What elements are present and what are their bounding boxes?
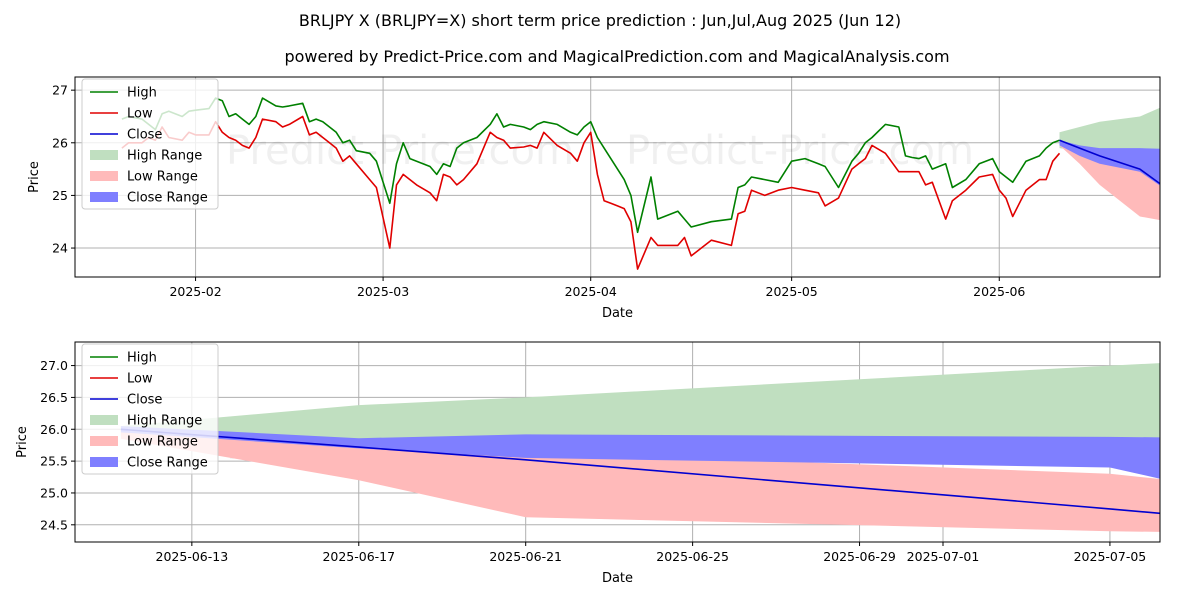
x-tick-label: 2025-02 xyxy=(169,284,221,299)
high-series-line xyxy=(121,97,1060,234)
y-axis-label: Price xyxy=(27,161,42,193)
x-tick-label: 2025-07-01 xyxy=(907,549,980,564)
y-tick-label: 25 xyxy=(52,188,68,203)
close-range-band xyxy=(120,426,1160,479)
chart-title: BRLJPY X (BRLJPY=X) short term price pre… xyxy=(299,11,901,30)
legend-label: Low Range xyxy=(127,435,198,450)
low-range-band xyxy=(1059,142,1160,221)
x-tick-label: 2025-07-05 xyxy=(1074,549,1147,564)
legend-swatch-low-range xyxy=(90,436,118,446)
legend-label: High xyxy=(127,351,157,366)
legend-label: High Range xyxy=(127,414,202,429)
x-tick-label: 2025-06-29 xyxy=(823,549,896,564)
legend-label: Close xyxy=(127,128,162,143)
x-tick-label: 2025-06-25 xyxy=(656,549,729,564)
legend-label: Close Range xyxy=(127,191,208,206)
legend-label: Low xyxy=(127,107,153,122)
y-tick-label: 26 xyxy=(52,135,68,150)
top-panel: 24 25 26 27 2025-02 2025-03 2025-04 2025-05 2025… xyxy=(27,76,1161,321)
x-tick-label: 2025-06-13 xyxy=(156,549,229,564)
watermark-text: Predict-Price.com xyxy=(626,128,974,174)
plot-area: Predict-Price.com Predict-Price.comPredic… xyxy=(121,97,1160,270)
legend-label: Low xyxy=(127,372,153,387)
legend-label: Low Range xyxy=(127,170,198,185)
x-axis-label: Date xyxy=(602,571,633,586)
y-tick-label: 25.0 xyxy=(40,485,68,500)
x-tick-label: 2025-06-21 xyxy=(489,549,562,564)
legend-swatch-close-range xyxy=(90,457,118,467)
close-series-line xyxy=(120,428,1160,515)
legend-label: Close xyxy=(127,393,162,408)
low-range-band xyxy=(120,429,1160,532)
y-tick-label: 25.5 xyxy=(40,454,68,469)
x-tick-label: 2025-03 xyxy=(357,284,409,299)
x-tick-label: 2025-06-17 xyxy=(322,549,395,564)
legend-swatch-close-range xyxy=(90,192,118,202)
y-tick-label: 27 xyxy=(52,83,68,98)
y-tick-label: 27.0 xyxy=(40,358,68,373)
x-tick-label: 2025-05 xyxy=(766,284,818,299)
axes-frame xyxy=(74,341,1161,543)
x-axis-label: Date xyxy=(602,306,633,321)
close-series-line xyxy=(1059,139,1160,185)
bottom-panel: 24.5 25.0 25.5 26.0 26.5 27.0 2025-06-13 2025-0… xyxy=(15,341,1161,586)
legend-swatch-high-range xyxy=(90,415,118,425)
legend-swatch-high-range xyxy=(90,150,118,160)
x-tick-label: 2025-04 xyxy=(565,284,617,299)
legend-swatch-low-range xyxy=(90,171,118,181)
high-range-band xyxy=(1059,107,1160,154)
y-tick-label: 24 xyxy=(52,241,68,256)
y-tick-label: 26.5 xyxy=(40,390,68,405)
legend-label: High Range xyxy=(127,149,202,164)
y-tick-label: 24.5 xyxy=(40,517,68,532)
low-series-line xyxy=(121,115,1061,270)
axes-frame xyxy=(74,76,1161,278)
high-range-band xyxy=(120,363,1160,440)
x-tick-label: 2025-06 xyxy=(973,284,1025,299)
chart-subtitle: powered by Predict-Price.com and Magical… xyxy=(284,47,949,66)
y-axis-label: Price xyxy=(15,426,30,458)
close-range-band xyxy=(1059,140,1160,186)
legend-label: Close Range xyxy=(127,456,208,471)
y-tick-label: 26.0 xyxy=(40,422,68,437)
legend-label: High xyxy=(127,86,157,101)
